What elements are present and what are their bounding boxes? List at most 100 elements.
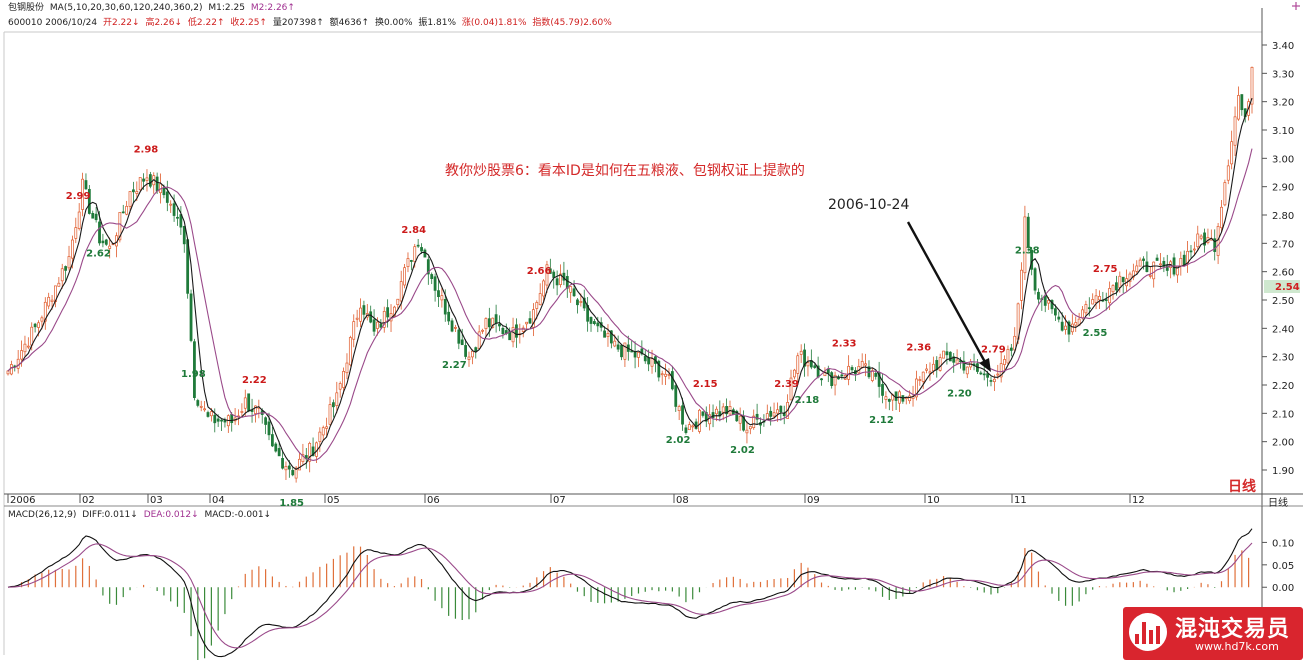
candle-body — [243, 397, 247, 409]
candle-body — [742, 415, 745, 431]
candle-body — [860, 361, 864, 369]
candle-body — [40, 317, 44, 322]
candle-body — [799, 350, 803, 355]
candle-body — [298, 458, 301, 471]
date-axis: 2006 02 03 04 05 06 07 08 09 10 11 12 — [7, 494, 1145, 506]
candle-body — [132, 189, 135, 193]
candle-body — [779, 405, 783, 413]
candle-body — [660, 373, 664, 376]
candle-body — [230, 414, 234, 424]
value-label: 2.18 — [795, 395, 820, 406]
candle-body — [1240, 94, 1244, 111]
candle-body — [325, 426, 329, 429]
candle-body — [986, 373, 990, 378]
candle-body — [1064, 325, 1067, 330]
candle-body — [87, 188, 91, 214]
candle-body — [559, 273, 562, 285]
candle-body — [850, 367, 854, 371]
candle-body — [342, 371, 345, 388]
candle-body — [1121, 276, 1125, 283]
candle-body — [372, 319, 376, 332]
amplitude-value: 振1.81% — [418, 18, 457, 28]
y-tick-label: 2.80 — [1272, 211, 1294, 222]
candle-body — [1020, 269, 1023, 301]
candle-body — [792, 369, 796, 378]
x-tick-label: 09 — [807, 495, 820, 506]
candle-body — [701, 411, 705, 416]
candle-body — [382, 311, 386, 328]
candle-body — [837, 377, 840, 380]
macd-tick-label: 0.00 — [1272, 583, 1294, 594]
candle-body — [735, 410, 739, 422]
candle-body — [945, 351, 949, 356]
candle-body — [98, 221, 101, 244]
candle-body — [426, 259, 430, 275]
candle-body — [440, 295, 444, 301]
candle-body — [16, 358, 20, 369]
candle-body — [755, 413, 759, 420]
candle-body — [43, 301, 47, 322]
candle-body — [474, 347, 478, 352]
candle-body — [515, 324, 518, 338]
candle-body — [1043, 295, 1047, 306]
value-label: 2.20 — [947, 389, 972, 400]
period-label: 日线 — [1228, 478, 1256, 495]
y-tick-label: 2.20 — [1272, 381, 1294, 392]
candle-body — [894, 391, 898, 401]
candle-body — [931, 363, 935, 372]
candle-body — [291, 470, 295, 476]
candle-body — [376, 321, 379, 329]
candle-body — [576, 299, 579, 306]
brand-logo: 混沌交易员 www.hd7k.com — [1123, 607, 1303, 660]
candle-body — [803, 349, 806, 367]
candle-body — [345, 362, 349, 374]
candle-body — [1060, 321, 1064, 331]
candle-body — [223, 420, 227, 423]
candle-body — [531, 309, 535, 328]
y-tick-label: 2.70 — [1272, 239, 1294, 250]
annotation-title: 教你炒股票6：看本ID是如何在五粮液、包钢权证上提款的 — [445, 163, 805, 179]
period-tab[interactable]: 日线 — [1268, 496, 1288, 509]
candle-body — [670, 371, 674, 390]
candle-body — [548, 268, 552, 274]
candle-body — [725, 406, 729, 415]
annotation-arrow-shaft — [906, 221, 987, 363]
candle-body — [1006, 349, 1010, 364]
candle-body — [1135, 265, 1139, 272]
candle-body — [955, 359, 959, 364]
candle-body — [467, 356, 471, 360]
candle-body — [423, 249, 427, 258]
y-tick-label: 2.10 — [1272, 409, 1294, 420]
candle-body — [20, 350, 23, 360]
candle-body — [386, 307, 390, 318]
macd-title: MACD(26,12,9) — [8, 510, 77, 520]
value-labels: 2.99 2.62 2.98 1.98 2.22 1.85 2.84 2.27 2.66 2.02… — [66, 145, 1118, 509]
candle-body — [1179, 258, 1183, 267]
candle-body — [135, 191, 139, 194]
close-value: 收2.25↑ — [230, 18, 267, 28]
candle-body — [928, 371, 932, 374]
candle-body — [362, 305, 366, 315]
x-tick-label: 05 — [327, 495, 340, 506]
candle-body — [1250, 66, 1254, 105]
candle-body — [687, 424, 691, 431]
logo-mark-icon — [1129, 613, 1167, 651]
price-axis: 3.40 3.30 3.20 3.10 3.00 2.90 2.80 2.70 2.60 2.50… — [1262, 41, 1294, 477]
candle-body — [420, 247, 423, 252]
stock-name: 包钢股份 — [8, 3, 45, 13]
candle-body — [606, 333, 610, 337]
change-value: 涨(0.04)1.81% — [461, 18, 527, 28]
candle-body — [433, 276, 437, 291]
candle-body — [1138, 259, 1142, 267]
x-tick-label: 10 — [927, 495, 940, 506]
candle-body — [447, 311, 451, 322]
candle-body — [338, 383, 342, 390]
macd-dea: DEA:0.012↓ — [143, 510, 199, 520]
candle-body — [684, 427, 688, 433]
candle-body — [942, 350, 945, 359]
candle-body — [528, 318, 532, 324]
index-change-value: 指数(45.79)2.60% — [532, 18, 612, 28]
candle-body — [335, 392, 339, 406]
candle-body — [745, 429, 749, 434]
